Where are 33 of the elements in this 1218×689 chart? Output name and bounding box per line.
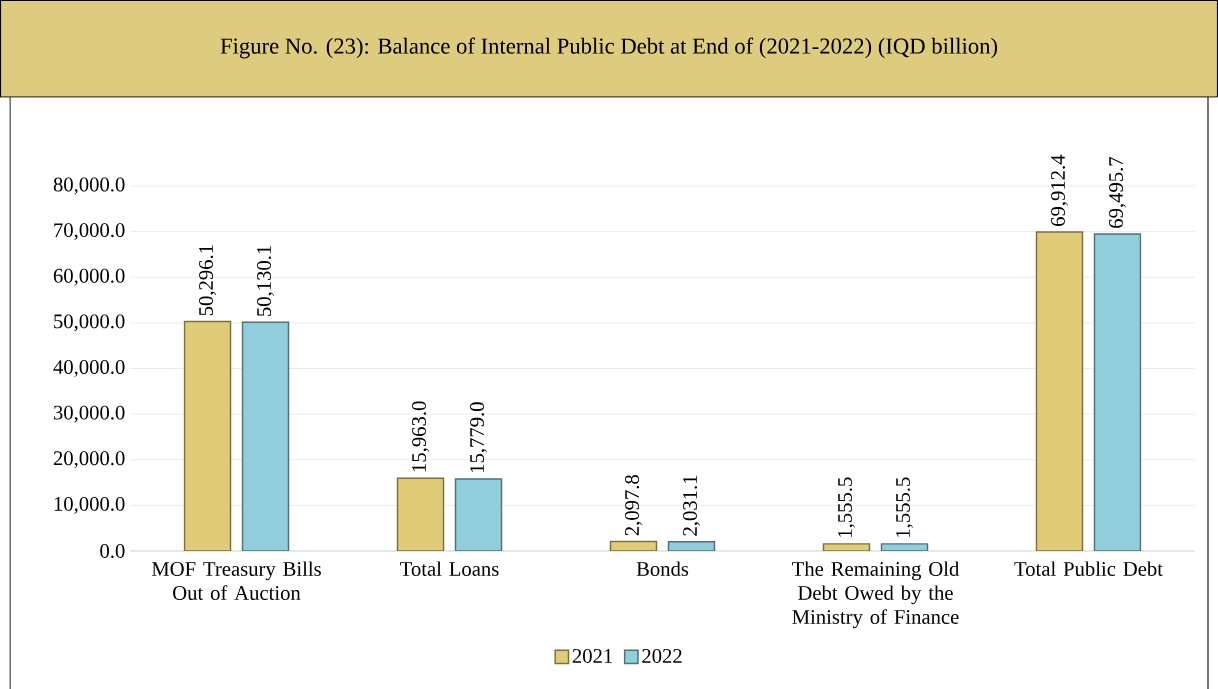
y-tick-label: 0.0	[100, 543, 125, 559]
x-tick-label: The Remaining Old Debt Owed by the Ministry of Finance	[792, 561, 960, 629]
data-label: 1,555.5	[838, 477, 855, 537]
x-tick-label: MOF Treasury Bills Out of Auction	[151, 561, 321, 600]
data-label: 1,555.5	[896, 477, 913, 537]
data-label: 50,296.1	[199, 245, 216, 316]
y-tick-label: 30,000.0	[53, 405, 125, 423]
data-label: 2,031.1	[683, 475, 700, 536]
x-tick-label: Total Public Debt	[1014, 561, 1163, 576]
x-tick-label: Bonds	[636, 561, 689, 576]
bar	[454, 478, 503, 551]
bar	[396, 477, 445, 551]
bar	[183, 320, 232, 551]
bar	[1093, 233, 1142, 551]
y-tick-label: 50,000.0	[54, 314, 125, 332]
chart-title: Figure No. (23): Balance of Internal Public Debt at End of (2021-2022) (IQD billion)	[220, 37, 998, 59]
data-label: 50,130.1	[257, 246, 274, 316]
y-tick-label: 40,000.0	[53, 360, 125, 377]
legend-label: 2022	[642, 648, 682, 663]
data-label: 69,912.4	[1051, 154, 1068, 226]
y-tick-label: 20,000.0	[53, 451, 125, 469]
y-tick-label: 80,000.0	[53, 177, 125, 195]
y-tick-label: 60,000.0	[53, 268, 125, 286]
y-tick-label: 10,000.0	[54, 496, 125, 514]
x-tick-label: Total Loans	[400, 561, 499, 576]
data-label: 15,779.0	[470, 402, 487, 472]
y-tick-label: 70,000.0	[54, 223, 125, 241]
data-label: 15,963.0	[412, 401, 429, 472]
data-label: 69,495.7	[1109, 157, 1126, 228]
legend-label: 2021	[572, 648, 612, 663]
data-label: 2,097.8	[625, 475, 642, 536]
bar	[1035, 231, 1084, 551]
bar	[241, 321, 290, 551]
